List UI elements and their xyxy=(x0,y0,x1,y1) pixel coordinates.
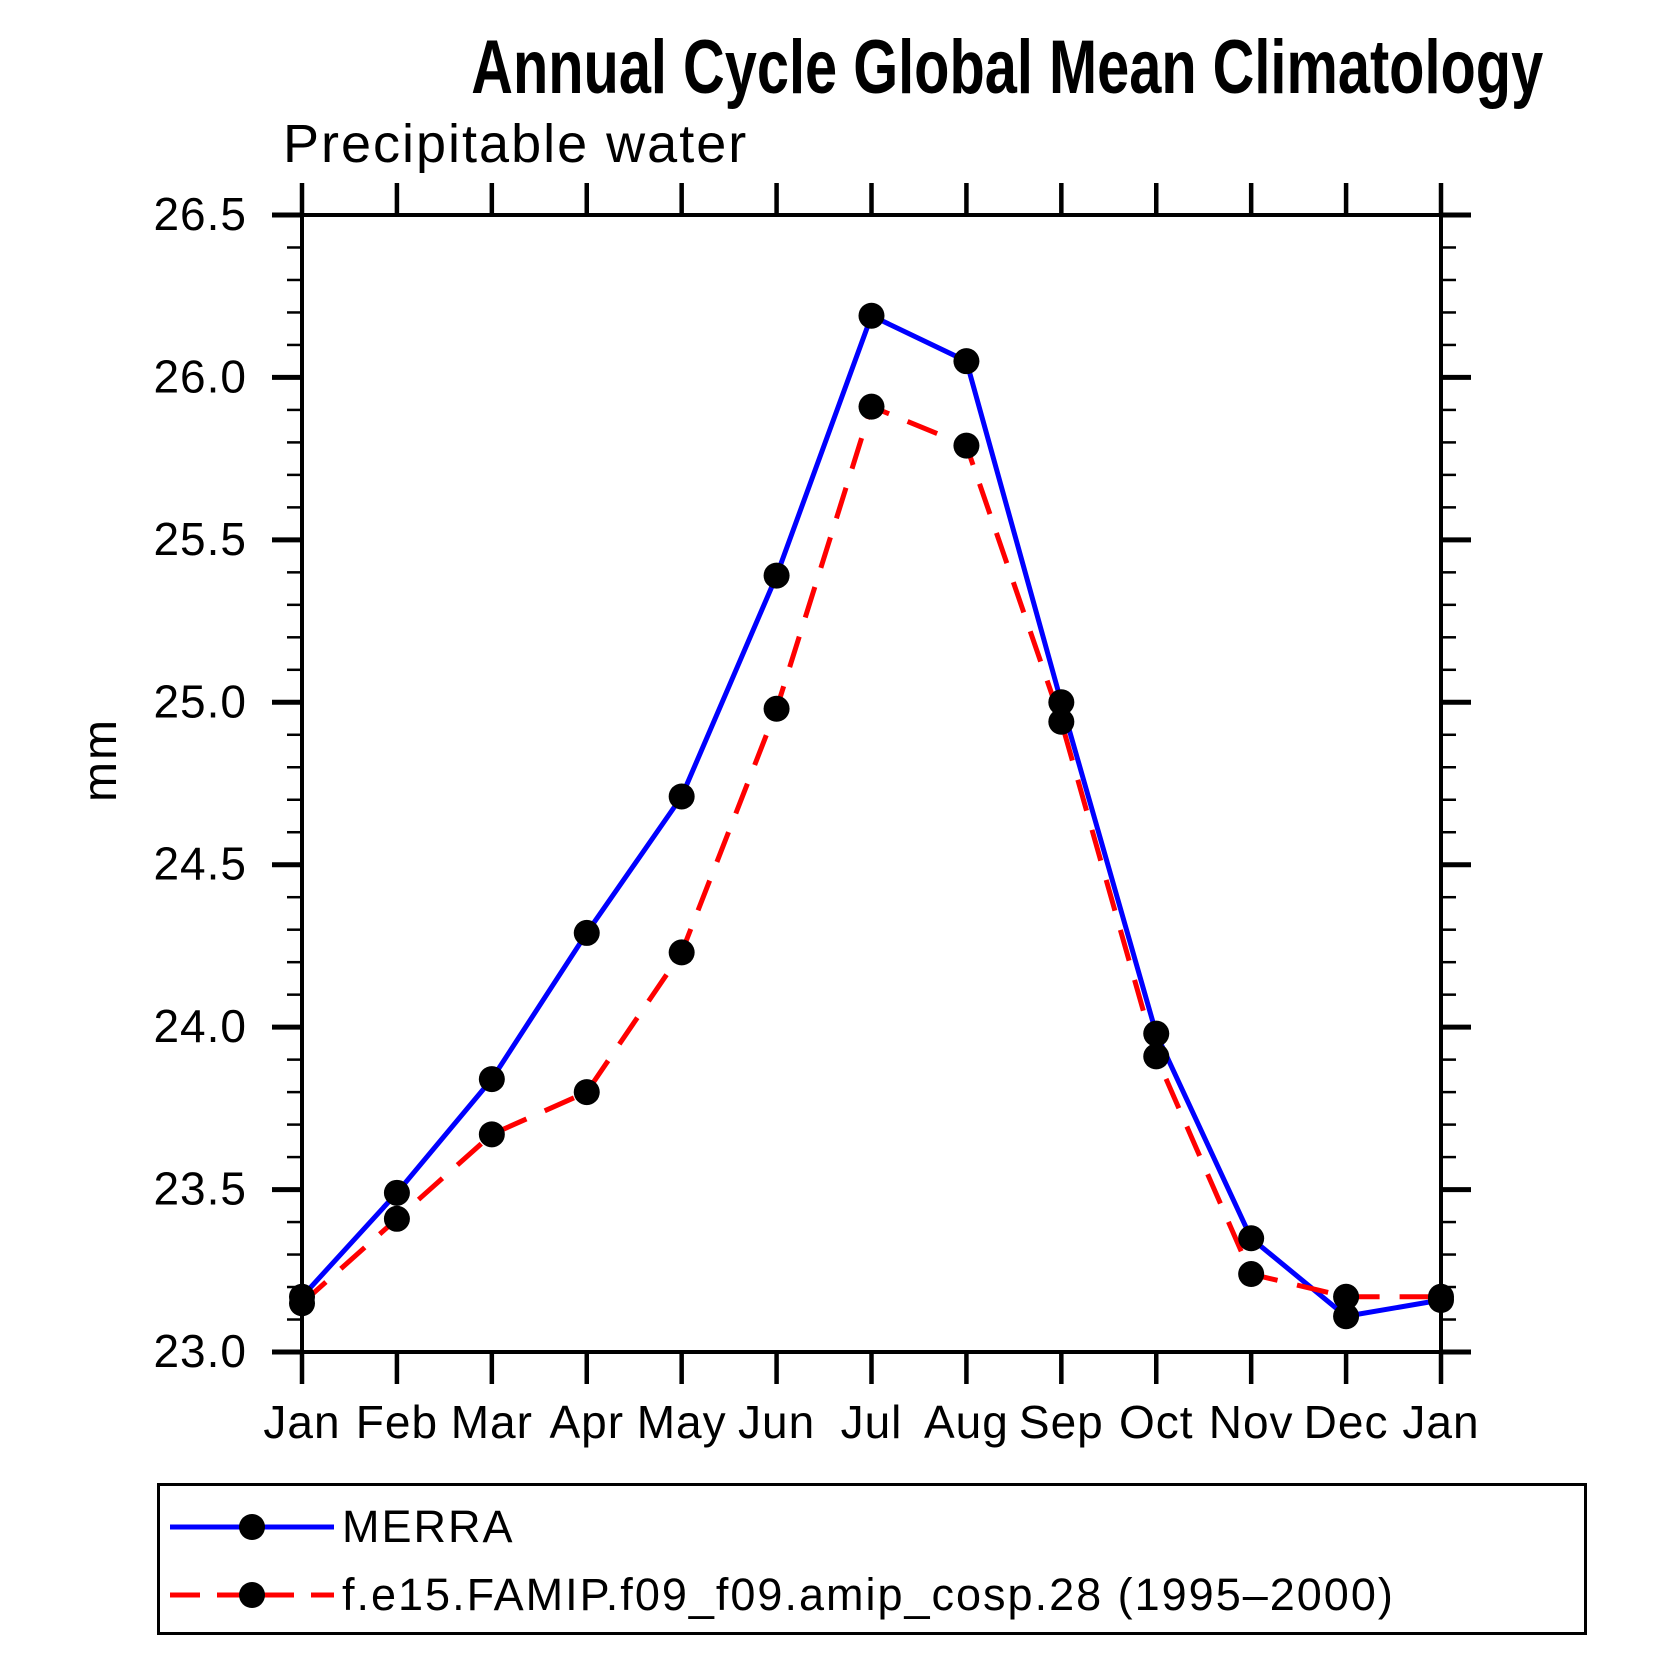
x-tick-label: May xyxy=(637,1396,727,1448)
data-point xyxy=(289,1290,315,1317)
data-point xyxy=(478,1121,505,1148)
y-tick-label: 24.5 xyxy=(153,838,247,890)
data-point xyxy=(1048,708,1075,735)
data-point xyxy=(858,302,885,329)
x-tick-labels: Jan Feb Mar Apr May Jun Jul Aug Sep Oct Nov Dec Jan xyxy=(263,1396,1479,1448)
data-point xyxy=(1238,1261,1265,1288)
y-tick-label: 26.0 xyxy=(153,350,247,402)
legend-key-merra-line xyxy=(170,1514,334,1540)
y-tick-label: 26.5 xyxy=(153,188,247,240)
legend-merra-marker-icon xyxy=(239,1514,265,1540)
data-point xyxy=(668,939,695,966)
y-tick-label: 25.5 xyxy=(153,513,247,565)
chart-title: Annual Cycle Global Mean Climatology xyxy=(302,26,1543,110)
data-point xyxy=(1428,1283,1454,1310)
x-tick-label: Apr xyxy=(549,1396,624,1448)
series-line-0 xyxy=(300,313,1442,1319)
data-point xyxy=(1143,1043,1170,1070)
series-markers-1 xyxy=(289,393,1454,1317)
x-tick-label: Jan xyxy=(1402,1396,1479,1448)
data-point xyxy=(383,1205,410,1232)
data-point xyxy=(763,695,790,722)
x-tick-label: Mar xyxy=(451,1396,533,1448)
data-point xyxy=(1333,1283,1360,1310)
chart-subtitle: Precipitable water xyxy=(283,114,749,174)
data-point xyxy=(858,393,885,420)
x-tick-label: Feb xyxy=(356,1396,438,1448)
data-point xyxy=(1333,1303,1360,1330)
data-point xyxy=(573,1079,600,1106)
y-tick-label: 24.0 xyxy=(153,1000,247,1052)
data-point xyxy=(1143,1020,1170,1047)
y-tick-labels: 23.0 23.5 24.0 24.5 25.0 25.5 26.0 26.5 xyxy=(153,188,247,1377)
y-tick-label: 25.0 xyxy=(153,675,247,727)
x-tick-label: Oct xyxy=(1119,1396,1194,1448)
legend-merra-label: MERRA xyxy=(342,1501,515,1552)
data-point xyxy=(763,562,790,589)
legend-key-model-line xyxy=(170,1582,334,1608)
x-tick-label: Jul xyxy=(841,1396,903,1448)
legend-item-merra: MERRA xyxy=(160,1494,1584,1560)
x-tick-label: Jan xyxy=(263,1396,340,1448)
legend-model-label: f.e15.FAMIP.f09_f09.amip_cosp.28 (1995–2… xyxy=(342,1569,1395,1620)
y-major-ticks xyxy=(272,212,1471,1355)
series-line-1 xyxy=(300,404,1441,1306)
x-tick-label: Dec xyxy=(1304,1396,1389,1448)
legend-model-marker-icon xyxy=(239,1582,265,1608)
x-tick-label: Sep xyxy=(1019,1396,1104,1448)
legend-item-model: f.e15.FAMIP.f09_f09.amip_cosp.28 (1995–2… xyxy=(160,1562,1584,1628)
x-tick-label: Aug xyxy=(924,1396,1009,1448)
y-tick-label: 23.0 xyxy=(153,1325,247,1377)
y-tick-label: 23.5 xyxy=(153,1163,247,1215)
data-point xyxy=(668,783,695,810)
data-point xyxy=(953,432,980,459)
data-point xyxy=(573,919,600,946)
data-point xyxy=(1048,689,1075,716)
data-point xyxy=(478,1066,505,1093)
data-point xyxy=(383,1179,410,1206)
data-point xyxy=(1238,1225,1265,1252)
plot-frame xyxy=(300,213,1443,1354)
legend-box: MERRA f.e15.FAMIP.f09_f09.amip_cosp.28 (… xyxy=(157,1483,1587,1635)
x-tick-label: Nov xyxy=(1209,1396,1294,1448)
data-point xyxy=(953,348,980,375)
chart-title-text: Annual Cycle Global Mean Climatology xyxy=(471,25,1544,110)
x-tick-label: Jun xyxy=(738,1396,815,1448)
series-markers-0 xyxy=(289,302,1454,1330)
x-ticks xyxy=(299,183,1444,1384)
